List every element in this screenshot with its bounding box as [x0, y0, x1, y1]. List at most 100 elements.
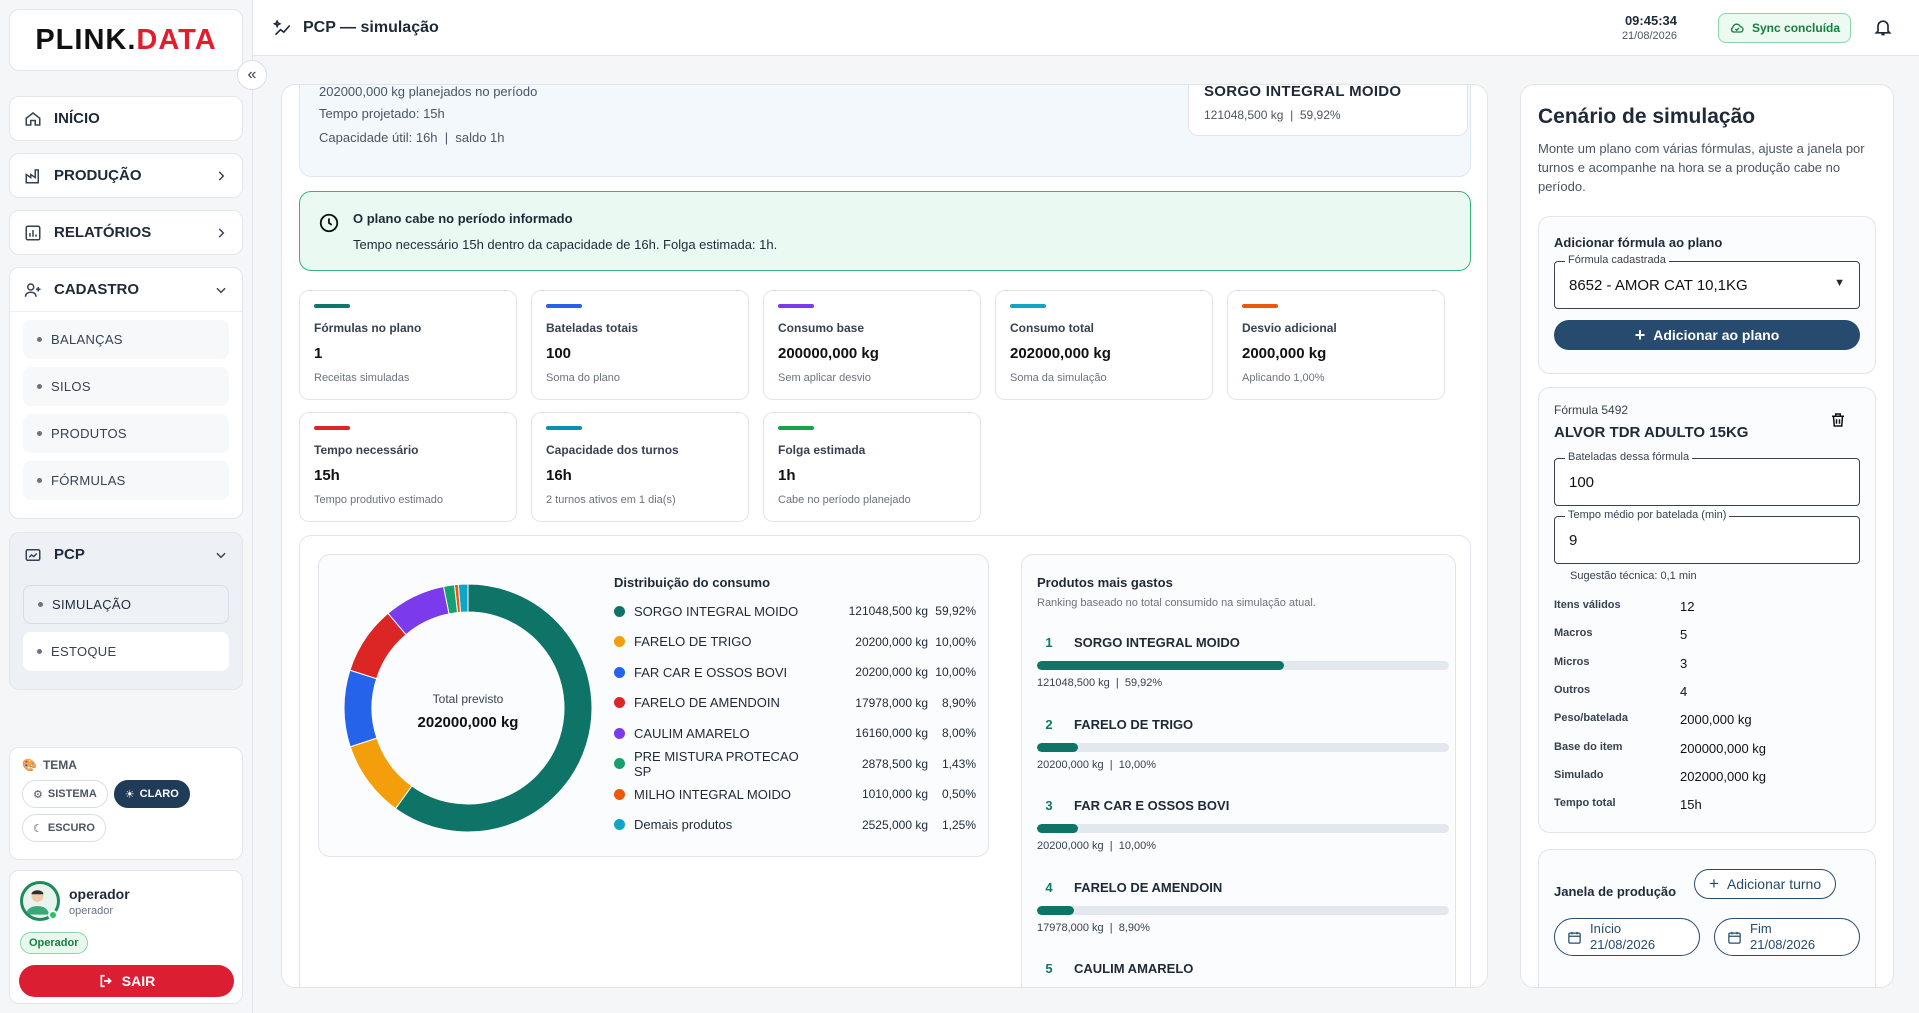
brand-part2: DATA — [136, 23, 217, 56]
home-icon — [25, 111, 41, 126]
sync-status-badge[interactable]: Sync concluída — [1718, 13, 1852, 43]
online-status-dot — [48, 910, 58, 920]
sidebar-item-inicio[interactable]: INÍCIO — [9, 96, 243, 141]
theme-option-claro[interactable]: ☀ CLARO — [113, 780, 190, 808]
kpi-subtitle: 2 turnos ativos em 1 dia(s) — [546, 494, 676, 506]
kpi-card: Bateladas totais 100 Soma do plano — [531, 290, 749, 400]
legend-value: 1010,000 kg — [861, 787, 928, 801]
summary-line: Capacidade útil: 16h | saldo 1h — [319, 130, 505, 145]
legend-swatch — [614, 727, 625, 739]
formula-stat-label: Simulado — [1554, 768, 1604, 781]
formula-stat-label: Peso/batelada — [1554, 712, 1628, 725]
plus-icon: + — [1634, 324, 1646, 345]
sidebar-subitem-produtos[interactable]: PRODUTOS — [23, 414, 229, 453]
plus-icon: + — [1709, 874, 1719, 893]
kpi-value: 2000,000 kg — [1242, 345, 1327, 362]
ranking-bar-fill — [1037, 661, 1284, 670]
theme-option-label: ESCURO — [47, 822, 95, 834]
role-badge: Operador — [20, 932, 88, 954]
batches-input[interactable]: Bateladas dessa fórmula 100 — [1554, 451, 1860, 506]
calendar-icon — [1568, 931, 1581, 944]
sidebar-item-relatorios[interactable]: RELATÓRIOS — [9, 210, 243, 255]
formula-stat-label: Base do item — [1554, 740, 1623, 753]
page-title: PCP — simulação — [303, 19, 439, 36]
batch-time-input[interactable]: Tempo médio por batelada (min) 9 — [1554, 509, 1860, 564]
legend-swatch — [614, 636, 625, 647]
add-shift-button[interactable]: + Adicionar turno — [1694, 869, 1837, 899]
kpi-label: Bateladas totais — [546, 321, 639, 335]
gauge-icon — [25, 548, 41, 561]
formula-stat-value: 4 — [1680, 683, 1688, 699]
bell-icon[interactable] — [1873, 17, 1893, 37]
start-date-button[interactable]: Início 21/08/2026 — [1554, 918, 1700, 956]
legend-label: SORGO INTEGRAL MOIDO — [634, 603, 799, 619]
alert-title: O plano cabe no período informado — [353, 211, 573, 226]
formula-card: Fórmula 5492 ALVOR TDR ADULTO 15KG Batel… — [1538, 387, 1876, 833]
legend-entry: PRE MISTURA PROTECAO SP 2878,500 kg 1,43% — [614, 749, 976, 779]
collapse-sidebar-button[interactable]: « — [237, 60, 267, 90]
formula-stat-label: Macros — [1554, 627, 1593, 640]
batches-value: 100 — [1569, 474, 1595, 491]
legend-swatch — [614, 758, 625, 769]
legend-value: 121048,500 kg — [848, 604, 928, 618]
sidebar-item-pcp[interactable]: PCP — [10, 533, 242, 577]
donut-slice[interactable] — [343, 669, 378, 748]
sidebar-item-label: PCP — [54, 546, 85, 563]
kpi-value: 200000,000 kg — [778, 345, 879, 362]
donut-slice[interactable] — [349, 737, 413, 810]
kpi-subtitle: Tempo produtivo estimado — [314, 494, 444, 506]
ranking-value: 20200,000 kg | 10,00% — [1037, 758, 1157, 771]
donut-slice[interactable] — [349, 612, 407, 680]
logout-button[interactable]: SAIR — [19, 965, 234, 997]
legend-label: FAR CAR E OSSOS BOVI — [634, 664, 788, 680]
theme-title: TEMA — [42, 758, 77, 772]
ranking-bar-fill — [1037, 742, 1079, 752]
donut-slice[interactable] — [387, 585, 450, 636]
formula-select-value: 8652 - AMOR CAT 10,1KG — [1569, 277, 1748, 294]
sidebar-item-producao[interactable]: PRODUÇÃO — [9, 153, 243, 198]
formula-select[interactable]: Fórmula cadastrada 8652 - AMOR CAT 10,1K… — [1554, 254, 1860, 309]
brand-logo[interactable]: PLINK. DATA — [9, 9, 243, 71]
kpi-value: 1h — [778, 467, 796, 484]
sidebar-subitem-balancas[interactable]: BALANÇAS — [23, 320, 229, 359]
legend-percent: 8,90% — [941, 695, 976, 710]
sidebar-item-label: CADASTRO — [54, 281, 139, 298]
donut-slice[interactable] — [442, 584, 459, 615]
formula-stat-label: Outros — [1554, 683, 1591, 696]
legend-entry: CAULIM AMARELO 16160,000 kg 8,00% — [614, 723, 976, 743]
kpi-label: Desvio adicional — [1242, 321, 1337, 335]
donut-center-label: Total previsto — [433, 692, 504, 706]
sidebar-item-label: INÍCIO — [54, 110, 100, 127]
formula-select-label: Fórmula cadastrada — [1565, 254, 1669, 266]
trash-icon[interactable] — [1829, 410, 1847, 430]
production-window-title: Janela de produção — [1554, 884, 1677, 899]
sidebar-subitem-formulas[interactable]: FÓRMULAS — [23, 461, 229, 500]
ranking-bar-track — [1037, 905, 1449, 915]
theme-option-sistema[interactable]: ⚙ SISTEMA — [22, 780, 108, 808]
end-date-button[interactable]: Fim 21/08/2026 — [1714, 918, 1860, 956]
add-shift-label: Adicionar turno — [1726, 876, 1822, 892]
sidebar-item-cadastro[interactable]: CADASTRO — [10, 268, 242, 312]
ranking-product-name: FARELO DE TRIGO — [1074, 716, 1194, 732]
kpi-card: Folga estimada 1h Cabe no período planejad… — [763, 412, 981, 522]
sidebar-subitem-estoque[interactable]: ESTOQUE — [23, 632, 229, 671]
legend-label: FARELO DE AMENDOIN — [634, 695, 780, 710]
legend-label: MILHO INTEGRAL MOIDO — [634, 786, 791, 802]
theme-option-escuro[interactable]: ☾ ESCURO — [22, 814, 106, 842]
legend-percent: 1,25% — [941, 817, 976, 832]
add-to-plan-button[interactable]: + Adicionar ao plano — [1554, 320, 1860, 350]
sidebar-subitem-simulacao[interactable]: SIMULAÇÃO — [23, 585, 229, 624]
legend-entry: FARELO DE TRIGO 20200,000 kg 10,00% — [614, 632, 976, 652]
sidebar-subitem-silos[interactable]: SILOS — [23, 367, 229, 406]
ranking-bar-track — [1037, 987, 1449, 988]
sun-icon: ☀ — [124, 788, 135, 801]
start-date: 21/08/2026 — [1590, 937, 1656, 952]
formula-stat-value: 200000,000 kg — [1680, 740, 1767, 756]
kpi-label: Capacidade dos turnos — [546, 443, 679, 457]
donut-slice[interactable] — [394, 583, 593, 833]
legend-value: 2525,000 kg — [861, 817, 928, 832]
kpi-value: 202000,000 kg — [1010, 345, 1111, 362]
kpi-card: Fórmulas no plano 1 Receitas simuladas — [299, 290, 517, 400]
legend-swatch — [614, 819, 625, 830]
production-window-card: Janela de produção + Adicionar turno Iníc… — [1538, 849, 1876, 987]
